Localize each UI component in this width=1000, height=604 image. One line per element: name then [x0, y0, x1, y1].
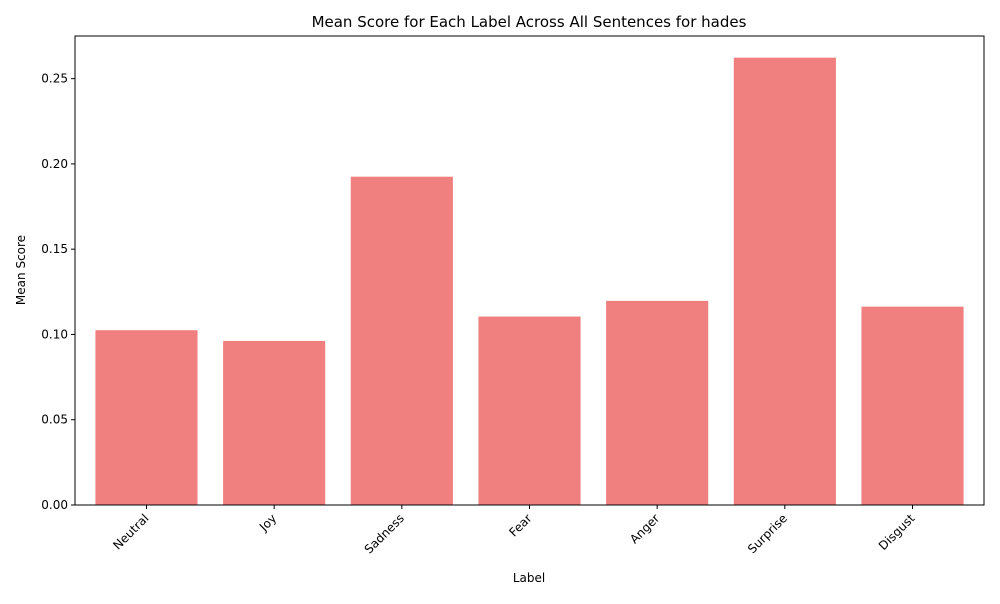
x-tick-label: Anger: [627, 511, 662, 546]
x-tick-label: Disgust: [876, 511, 918, 553]
x-tick-label: Joy: [256, 511, 279, 534]
y-tick-label: 0.20: [41, 157, 68, 171]
y-axis-label: Mean Score: [14, 235, 28, 305]
bar-joy: [223, 340, 326, 505]
bar-disgust: [861, 306, 964, 505]
chart-title: Mean Score for Each Label Across All Sen…: [312, 13, 747, 31]
x-tick-label: Neutral: [110, 511, 151, 552]
y-tick-label: 0.25: [41, 72, 68, 86]
x-tick-label: Fear: [506, 511, 534, 539]
bars-group: [95, 57, 964, 505]
bar-sadness: [350, 176, 453, 505]
x-tick-label: Surprise: [745, 511, 790, 556]
bar-neutral: [95, 330, 198, 505]
y-tick-label: 0.05: [41, 413, 68, 427]
bar-surprise: [733, 57, 836, 505]
y-tick-label: 0.00: [41, 498, 68, 512]
y-tick-label: 0.10: [41, 327, 68, 341]
bar-anger: [606, 300, 709, 505]
bar-fear: [478, 316, 581, 505]
x-tick-label: Sadness: [362, 511, 407, 556]
y-tick-label: 0.15: [41, 242, 68, 256]
plot-area-frame: [74, 35, 985, 506]
x-axis-ticks: Neutral Joy Sadness Fear Anger Surprise Disgus…: [110, 505, 918, 557]
x-axis-label: Label: [513, 571, 545, 585]
y-axis-ticks: 0.00 0.05 0.10 0.15 0.20 0.25: [41, 72, 75, 512]
